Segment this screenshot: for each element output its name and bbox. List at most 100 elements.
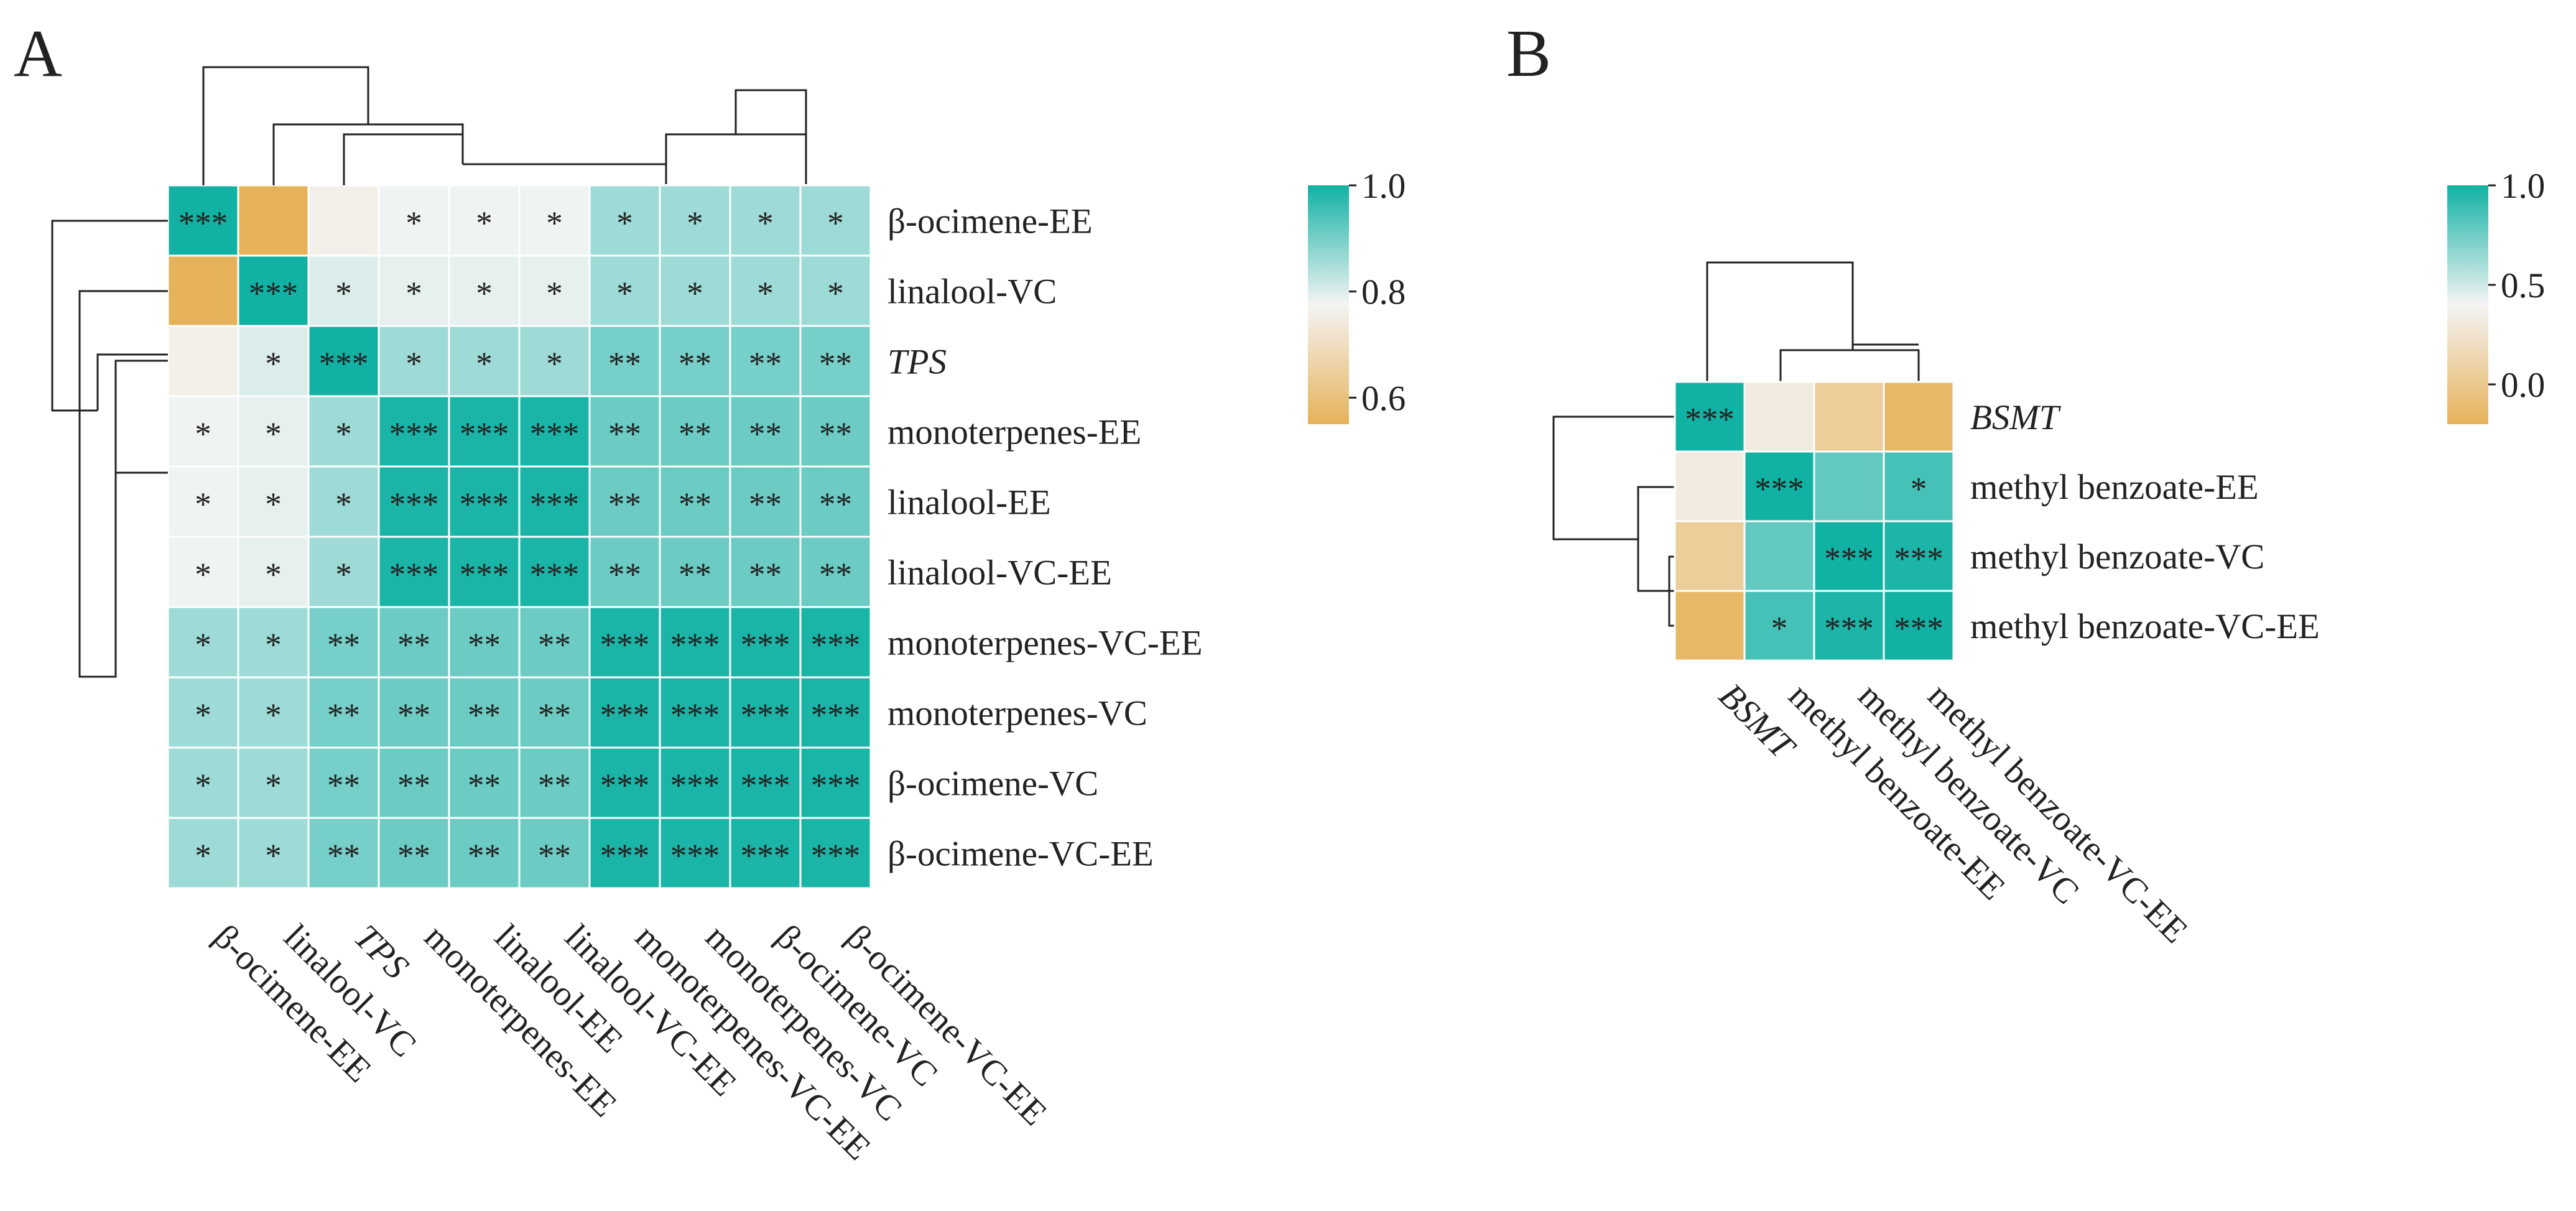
heatmap-a-cell xyxy=(307,817,380,889)
row-label-monoterpenes-ee: monoterpenes-EE xyxy=(887,413,1141,452)
significance-mark: * xyxy=(335,417,352,453)
row-label-linalool-vc-ee: linalool-VC-EE xyxy=(887,554,1112,593)
significance-mark: * xyxy=(546,276,563,312)
significance-mark: * xyxy=(476,346,493,383)
significance-mark: ** xyxy=(679,487,711,523)
heatmap-a-cell xyxy=(588,254,661,327)
heatmap-a-cell xyxy=(729,536,802,608)
significance-mark: *** xyxy=(319,346,369,383)
heatmap-a-cell xyxy=(799,395,872,468)
significance-mark: ** xyxy=(538,838,571,875)
heatmap-a-cell xyxy=(448,536,521,608)
significance-mark: ** xyxy=(327,628,360,664)
significance-mark: * xyxy=(476,206,493,242)
significance-mark: *** xyxy=(741,698,790,734)
significance-mark: ** xyxy=(397,628,430,664)
column-dendrogram-a xyxy=(665,89,807,184)
significance-mark: *** xyxy=(600,698,650,734)
heatmap-a-cell xyxy=(167,325,239,397)
significance-mark: *** xyxy=(600,838,650,875)
significance-mark: ** xyxy=(608,417,641,453)
colorbar-a-gradient xyxy=(1308,185,1349,424)
significance-mark: ** xyxy=(679,346,711,383)
significance-mark: * xyxy=(616,206,633,242)
heatmap-a-cell xyxy=(307,746,380,819)
heatmap-a-cell xyxy=(448,606,521,679)
significance-mark: *** xyxy=(600,768,650,804)
heatmap-a-cell xyxy=(307,606,380,679)
heatmap-b-cell xyxy=(1674,520,1746,592)
significance-mark: ** xyxy=(679,557,711,593)
significance-mark: * xyxy=(827,276,844,312)
significance-mark: ** xyxy=(397,838,430,875)
significance-mark: ** xyxy=(819,557,852,593)
significance-mark: ** xyxy=(468,838,501,875)
heatmap-a-cell xyxy=(799,184,872,257)
heatmap-a-cell xyxy=(307,536,380,608)
significance-mark: ** xyxy=(608,487,641,523)
significance-mark: * xyxy=(616,276,633,312)
significance-mark: ** xyxy=(608,557,641,593)
significance-mark: *** xyxy=(1824,541,1874,577)
significance-mark: *** xyxy=(530,487,580,523)
significance-mark: *** xyxy=(389,557,439,593)
panel-label-a: A xyxy=(14,17,62,91)
significance-mark: ** xyxy=(327,838,360,875)
colorbar-tick-label: 1.0 xyxy=(1361,167,1406,206)
significance-mark: *** xyxy=(811,838,861,875)
significance-mark: * xyxy=(546,346,563,383)
heatmap-a-cell xyxy=(518,746,591,819)
colorbar-tick-label: 0.6 xyxy=(1361,379,1406,418)
heatmap-a-cell xyxy=(167,254,239,327)
heatmap-a-cell xyxy=(799,676,872,749)
significance-mark: *** xyxy=(1685,402,1735,438)
heatmap-a-cell xyxy=(588,817,661,889)
significance-mark: *** xyxy=(1894,541,1944,577)
significance-mark: * xyxy=(335,276,352,312)
heatmap-a-cell xyxy=(448,817,521,889)
row-dendrogram-a xyxy=(51,220,168,678)
column-dendrogram-a-lower xyxy=(202,66,667,185)
significance-mark: *** xyxy=(811,628,861,664)
significance-mark: *** xyxy=(460,557,509,593)
heatmap-a-cell xyxy=(799,325,872,397)
significance-mark: * xyxy=(195,557,211,593)
heatmap-a-cell xyxy=(799,254,872,327)
significance-mark: *** xyxy=(670,838,720,875)
heatmap-a-cell xyxy=(237,676,310,749)
significance-mark: * xyxy=(195,698,211,734)
significance-mark: ** xyxy=(749,417,782,453)
heatmap-a-cell xyxy=(518,465,591,538)
significance-mark: ** xyxy=(679,417,711,453)
significance-mark: * xyxy=(405,276,422,312)
significance-mark: ** xyxy=(468,628,501,664)
colorbar-b-gradient xyxy=(2447,185,2488,424)
row-label-linalool-vc: linalool-VC xyxy=(887,272,1057,312)
heatmap-a-cell xyxy=(448,746,521,819)
heatmap-b-cell xyxy=(1674,450,1746,522)
heatmap-a-cell xyxy=(307,676,380,749)
significance-mark: * xyxy=(687,206,703,242)
heatmap-a-cell xyxy=(237,395,310,468)
significance-mark: * xyxy=(405,346,422,383)
row-dendrogram-b xyxy=(1552,415,1675,627)
significance-mark: * xyxy=(476,276,493,312)
significance-mark: *** xyxy=(530,417,580,453)
significance-mark: *** xyxy=(1894,611,1944,647)
significance-mark: *** xyxy=(460,417,509,453)
significance-mark: *** xyxy=(1824,611,1874,647)
row-label-tps: TPS xyxy=(887,343,947,382)
row-label-methyl-benzoate-ee: methyl benzoate-EE xyxy=(1970,468,2259,507)
heatmap-a-cell xyxy=(659,746,731,819)
significance-mark: * xyxy=(1771,611,1788,647)
heatmap-a-cell xyxy=(448,395,521,468)
significance-mark: ** xyxy=(468,768,501,804)
heatmap-b-cell xyxy=(1674,590,1746,662)
significance-mark: *** xyxy=(1754,471,1804,508)
significance-mark: * xyxy=(687,276,703,312)
heatmap-a-cell xyxy=(378,184,450,257)
significance-mark: ** xyxy=(538,628,571,664)
significance-mark: * xyxy=(265,838,282,875)
